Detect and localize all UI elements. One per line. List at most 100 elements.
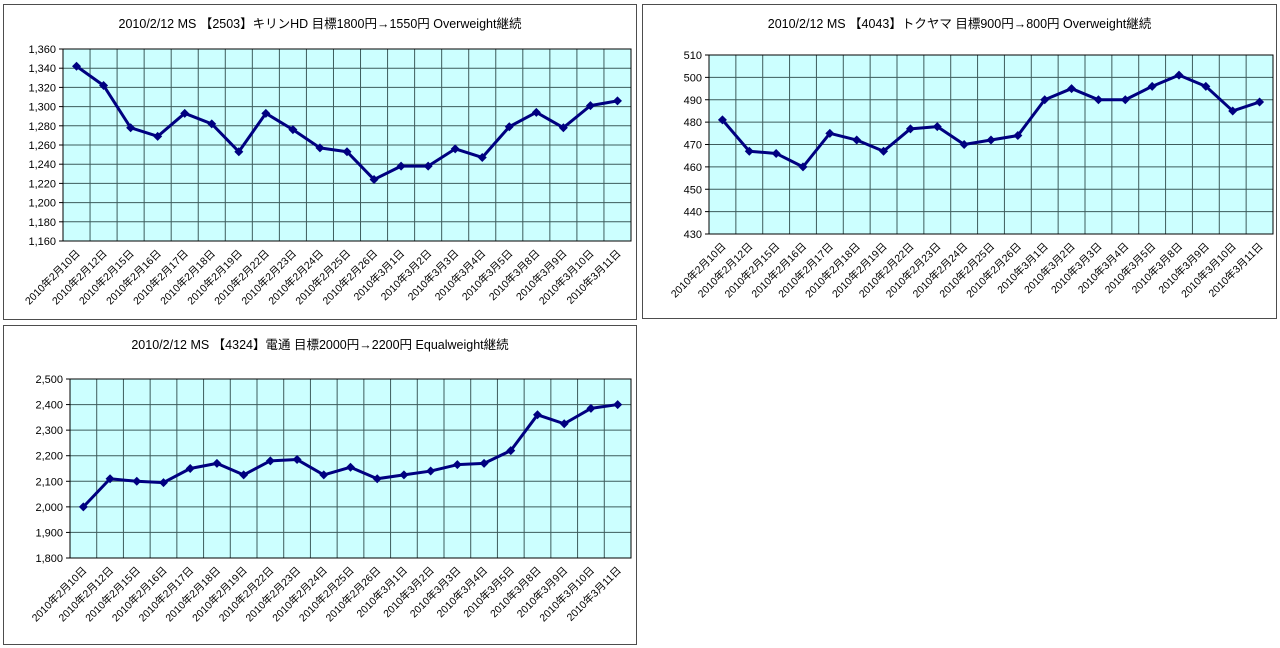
y-tick-label: 1,320 [28, 82, 56, 94]
data-point-marker [479, 458, 489, 468]
y-tick-label: 440 [684, 207, 702, 219]
data-point-marker [905, 124, 915, 134]
data-point-marker [132, 476, 142, 486]
y-tick-label: 500 [684, 72, 702, 84]
y-tick-label: 480 [684, 117, 702, 129]
chart-panel-kirin-hd: 2010/2/12 MS 【2503】キリンHD 目標1800円→1550円 O… [3, 4, 637, 320]
y-tick-label: 430 [684, 229, 702, 241]
y-tick-label: 1,260 [28, 140, 56, 152]
data-point-marker [261, 108, 271, 118]
data-point-marker [265, 456, 275, 466]
y-tick-label: 470 [684, 140, 702, 152]
y-tick-label: 2,500 [35, 374, 63, 386]
y-tick-label: 2,200 [35, 451, 63, 463]
chart-title-kirin-hd: 2010/2/12 MS 【2503】キリンHD 目標1800円→1550円 O… [118, 17, 522, 31]
data-point-marker [1228, 106, 1238, 116]
data-point-marker [99, 80, 109, 90]
data-point-marker [153, 131, 163, 141]
data-point-marker [212, 458, 222, 468]
data-point-marker [315, 143, 325, 153]
data-point-marker [879, 146, 889, 156]
data-point-marker [1093, 95, 1103, 105]
y-tick-label: 1,900 [35, 527, 63, 539]
data-point-marker [825, 128, 835, 138]
y-tick-label: 2,400 [35, 400, 63, 412]
data-point-marker [558, 123, 568, 133]
data-point-marker [1067, 84, 1077, 94]
y-tick-label: 1,280 [28, 121, 56, 133]
data-point-marker [477, 152, 487, 162]
data-point-marker [1201, 81, 1211, 91]
y-tick-label: 1,340 [28, 63, 56, 75]
data-point-marker [399, 470, 409, 480]
y-tick-label: 1,220 [28, 178, 56, 190]
data-point-marker [239, 470, 249, 480]
data-point-marker [771, 148, 781, 158]
data-point-marker [717, 115, 727, 125]
line-chart-tokuyama: 4304404504604704804905005102010年2月10日201… [668, 50, 1274, 300]
data-point-marker [932, 122, 942, 132]
y-tick-label: 490 [684, 95, 702, 107]
data-point-marker [986, 135, 996, 145]
data-point-marker [72, 61, 82, 71]
y-tick-label: 1,360 [28, 44, 56, 56]
y-tick-label: 2,100 [35, 476, 63, 488]
chart-panel-tokuyama: 2010/2/12 MS 【4043】トクヤマ 目標900円→800円 Over… [642, 4, 1277, 319]
y-tick-label: 1,240 [28, 159, 56, 171]
data-point-marker [423, 161, 433, 171]
data-point-marker [852, 135, 862, 145]
plot-border [62, 48, 632, 242]
data-point-marker [586, 403, 596, 413]
data-point-marker [1147, 81, 1157, 91]
y-tick-label: 1,160 [28, 236, 56, 248]
data-point-marker [342, 147, 352, 157]
data-point-marker [506, 446, 516, 456]
y-tick-label: 510 [684, 50, 702, 62]
data-point-marker [959, 140, 969, 149]
data-point-marker [126, 123, 136, 133]
line-chart-dentsu: 1,800 1,900 2,000 2,100 2,200 2,300 2,400 2,500… [29, 374, 632, 624]
chart-panel-dentsu: 2010/2/12 MS 【4324】電通 目標2000円→2200円 Equa… [3, 325, 637, 645]
line-chart-kirin-hd: 1,160 1,180 1,200 1,220 1,240 1,260 1,280 1,300… [22, 44, 632, 307]
y-tick-label: 460 [684, 162, 702, 174]
data-point-marker [612, 96, 622, 106]
data-point-marker [369, 175, 379, 185]
data-point-marker [613, 400, 623, 410]
data-point-marker [1120, 95, 1130, 105]
data-point-marker [105, 474, 115, 484]
data-point-marker [1013, 131, 1023, 141]
data-point-marker [78, 502, 88, 512]
data-point-marker [396, 161, 406, 171]
data-point-marker [531, 107, 541, 117]
data-point-marker [744, 146, 754, 156]
data-point-marker [288, 125, 298, 135]
data-point-marker [585, 101, 595, 111]
data-point-marker [426, 466, 436, 476]
data-point-marker [346, 462, 355, 472]
data-point-marker [372, 474, 382, 484]
y-tick-label: 1,180 [28, 217, 56, 229]
plot-border [708, 54, 1274, 235]
data-point-marker [533, 410, 542, 420]
data-point-marker [292, 455, 302, 465]
chart-title-dentsu: 2010/2/12 MS 【4324】電通 目標2000円→2200円 Equa… [131, 338, 509, 352]
data-point-marker [319, 470, 329, 480]
y-tick-label: 2,300 [35, 425, 63, 437]
y-tick-label: 1,200 [28, 198, 56, 210]
y-tick-label: 1,800 [35, 553, 63, 565]
data-point-marker [504, 122, 514, 132]
data-point-marker [450, 144, 460, 154]
data-point-marker [159, 478, 168, 488]
data-point-marker [1174, 70, 1184, 80]
y-tick-label: 450 [684, 184, 702, 196]
data-point-marker [185, 464, 195, 473]
data-point-marker [1255, 97, 1265, 107]
data-point-marker [798, 162, 808, 172]
data-point-marker [1040, 95, 1050, 105]
data-point-marker [452, 460, 462, 470]
y-tick-label: 1,300 [28, 102, 56, 114]
data-point-marker [180, 108, 190, 118]
data-point-marker [207, 119, 217, 129]
plot-border [69, 378, 632, 559]
chart-title-tokuyama: 2010/2/12 MS 【4043】トクヤマ 目標900円→800円 Over… [767, 17, 1152, 31]
